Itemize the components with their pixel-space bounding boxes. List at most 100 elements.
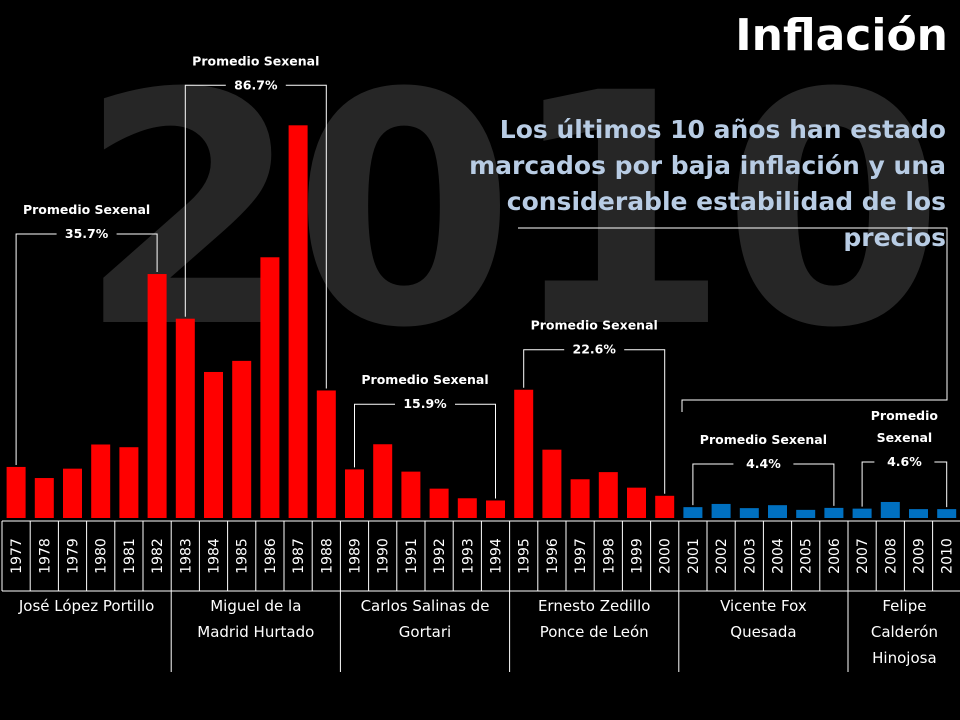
- president-name-3: Ernesto Zedillo: [538, 597, 650, 615]
- average-value-1: 86.7%: [234, 77, 278, 92]
- average-title-2: Promedio Sexenal: [361, 372, 488, 387]
- year-label-2000: 2000: [658, 538, 674, 574]
- bar-1989: [345, 469, 364, 518]
- bar-2003: [739, 508, 759, 518]
- bar-2001: [683, 507, 703, 518]
- bar-1985: [232, 360, 252, 518]
- bar-1978: [34, 478, 54, 518]
- average-value-4: 4.4%: [746, 456, 781, 471]
- bar-2009: [909, 509, 928, 518]
- bar-1990: [373, 444, 393, 518]
- year-label-2010: 2010: [940, 538, 956, 574]
- bar-1999: [627, 487, 646, 518]
- average-bracket-left-1: [184, 84, 226, 317]
- year-label-1988: 1988: [319, 538, 335, 574]
- president-name-1: Madrid Hurtado: [197, 623, 314, 641]
- average-title-0: Promedio Sexenal: [23, 202, 150, 217]
- bar-1979: [63, 468, 82, 518]
- bar-1993: [457, 498, 477, 518]
- bar-1980: [91, 444, 111, 518]
- bar-2006: [824, 507, 844, 518]
- president-name-5: Calderón: [871, 623, 938, 641]
- chart-subtitle: Los últimos 10 años han estado marcados …: [469, 115, 946, 252]
- president-name-4: Quesada: [730, 623, 796, 641]
- bar-2004: [768, 505, 787, 518]
- average-bracket-right-3: [624, 349, 666, 494]
- bar-2005: [796, 509, 816, 518]
- bar-2007: [852, 508, 872, 518]
- average-bracket-right-0: [116, 233, 158, 273]
- year-label-1987: 1987: [291, 538, 307, 574]
- bar-1991: [401, 471, 421, 518]
- bar-1997: [570, 479, 590, 518]
- average-title-4: Promedio Sexenal: [700, 432, 827, 447]
- average-value-0: 35.7%: [65, 226, 109, 241]
- bar-1984: [204, 371, 223, 518]
- bar-2010: [937, 509, 957, 518]
- bar-1983: [175, 318, 195, 518]
- bar-1994: [486, 500, 505, 518]
- year-label-1997: 1997: [573, 538, 589, 574]
- average-bracket-left-0: [15, 233, 57, 465]
- bar-2008: [880, 501, 900, 518]
- year-label-2008: 2008: [883, 538, 899, 574]
- bar-1987: [288, 125, 308, 518]
- chart-title: Inflación: [735, 10, 948, 61]
- year-label-2006: 2006: [827, 538, 843, 574]
- average-title-5: Sexenal: [877, 430, 933, 445]
- year-label-1998: 1998: [601, 538, 617, 574]
- average-value-5: 4.6%: [887, 454, 922, 469]
- bar-1995: [514, 389, 534, 518]
- president-name-2: Gortari: [399, 623, 451, 641]
- average-bracket-left-4: [692, 463, 734, 506]
- year-label-1984: 1984: [207, 538, 223, 574]
- president-name-4: Vicente Fox: [720, 597, 807, 615]
- average-bracket-right-5: [934, 461, 948, 508]
- president-name-2: Carlos Salinas de: [361, 597, 490, 615]
- average-bracket-right-2: [455, 403, 496, 499]
- year-label-1986: 1986: [263, 538, 279, 574]
- year-label-1990: 1990: [376, 538, 392, 574]
- average-bracket-right-1: [285, 84, 327, 389]
- average-title-1: Promedio Sexenal: [192, 53, 319, 68]
- year-label-1985: 1985: [235, 538, 251, 574]
- bar-1986: [260, 257, 280, 518]
- average-value-3: 22.6%: [573, 342, 617, 357]
- president-name-3: Ponce de León: [540, 623, 649, 641]
- year-label-1980: 1980: [94, 538, 110, 574]
- bar-1981: [119, 447, 139, 518]
- year-label-1977: 1977: [9, 538, 25, 574]
- year-label-1996: 1996: [545, 538, 561, 574]
- president-name-1: Miguel de la: [210, 597, 301, 615]
- year-label-2002: 2002: [714, 538, 730, 574]
- year-label-2001: 2001: [686, 538, 702, 574]
- average-bracket-left-2: [354, 403, 395, 468]
- year-label-2005: 2005: [799, 538, 815, 574]
- year-label-1983: 1983: [178, 538, 194, 574]
- year-label-1979: 1979: [66, 538, 82, 574]
- year-label-1989: 1989: [348, 538, 364, 574]
- bar-1996: [542, 449, 562, 518]
- average-title-5: Promedio: [871, 408, 939, 423]
- average-title-3: Promedio Sexenal: [531, 318, 658, 333]
- year-label-1991: 1991: [404, 538, 420, 574]
- president-name-5: Hinojosa: [872, 649, 936, 667]
- bar-1998: [598, 472, 618, 518]
- average-value-2: 15.9%: [403, 396, 447, 411]
- average-bracket-left-3: [523, 349, 565, 388]
- president-name-5: Felipe: [882, 597, 926, 615]
- president-name-0: José López Portillo: [18, 597, 155, 615]
- year-label-1994: 1994: [489, 538, 505, 574]
- year-label-2009: 2009: [912, 538, 928, 574]
- year-label-1978: 1978: [37, 538, 53, 574]
- bar-1982: [147, 274, 167, 518]
- year-label-1995: 1995: [517, 538, 533, 574]
- year-label-1999: 1999: [630, 538, 646, 574]
- year-label-1982: 1982: [150, 538, 166, 574]
- bar-2002: [711, 503, 731, 518]
- bar-2000: [655, 495, 675, 518]
- year-label-2007: 2007: [855, 538, 871, 574]
- year-label-1992: 1992: [432, 538, 448, 574]
- bar-1988: [316, 390, 336, 518]
